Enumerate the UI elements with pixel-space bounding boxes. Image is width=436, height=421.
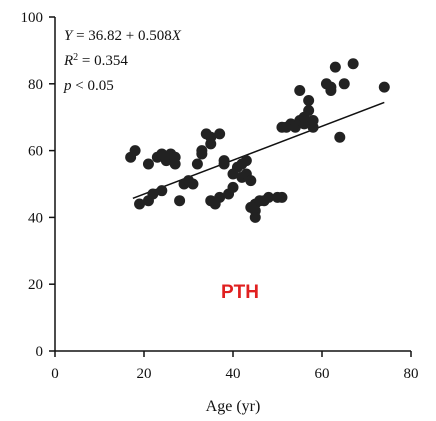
- y-tick-label: 80: [28, 77, 43, 93]
- regression-annotation: Y = 36.82 + 0.508X R2 = 0.354 p < 0.05: [63, 28, 182, 94]
- data-point: [249, 211, 261, 223]
- data-point: [169, 151, 181, 163]
- data-point: [214, 128, 226, 140]
- x-tick-label: 60: [315, 366, 330, 382]
- r-squared-text: R2 = 0.354: [63, 52, 128, 70]
- r-squared-superscript: 2: [73, 52, 78, 63]
- y-tick-label: 100: [21, 10, 44, 26]
- data-point: [174, 195, 186, 207]
- data-point: [142, 158, 154, 170]
- r-squared-symbol: R: [63, 53, 73, 69]
- y-tick-label: 40: [28, 210, 43, 226]
- data-point: [307, 115, 319, 127]
- data-point: [245, 175, 257, 187]
- data-point: [129, 145, 141, 157]
- equation-rhs: = 36.82 + 0.508: [72, 28, 171, 44]
- x-ticks: 0 20 40 60 80: [51, 351, 419, 382]
- data-point: [338, 78, 350, 90]
- data-point: [191, 158, 203, 170]
- data-point: [240, 155, 252, 167]
- x-tick-label: 20: [137, 366, 152, 382]
- data-point: [263, 191, 275, 203]
- data-point: [214, 191, 226, 203]
- x-tick-label: 40: [226, 366, 241, 382]
- data-point: [303, 95, 315, 106]
- r-squared-value: = 0.354: [78, 53, 128, 69]
- p-symbol: p: [63, 78, 72, 94]
- data-point: [134, 198, 146, 210]
- p-value-text: p < 0.05: [63, 78, 114, 94]
- data-point: [196, 145, 208, 157]
- equation-text: Y = 36.82 + 0.508X: [64, 28, 182, 44]
- data-point: [378, 81, 390, 93]
- y-tick-label: 60: [28, 144, 43, 160]
- regression-line: [132, 101, 385, 200]
- data-point: [329, 61, 341, 73]
- data-point: [147, 188, 159, 200]
- y-ticks: 0 20 40 60 80 100: [21, 10, 55, 360]
- data-point: [156, 185, 168, 197]
- data-points: [125, 58, 390, 223]
- data-point: [303, 105, 315, 117]
- data-point: [218, 158, 230, 170]
- x-tick-label: 80: [404, 366, 419, 382]
- equation-var: X: [171, 28, 182, 44]
- data-point: [294, 84, 306, 96]
- data-point: [334, 131, 346, 143]
- data-point: [205, 131, 217, 143]
- data-point: [325, 81, 337, 93]
- data-point: [347, 58, 359, 70]
- data-point: [187, 178, 199, 190]
- x-axis-title: Age (yr): [206, 398, 261, 415]
- data-point: [227, 181, 239, 193]
- x-tick-label: 0: [51, 366, 59, 382]
- y-tick-label: 0: [36, 344, 44, 360]
- data-point: [276, 191, 288, 203]
- p-value: < 0.05: [72, 78, 114, 94]
- panel-label: PTH: [221, 282, 259, 303]
- y-tick-label: 20: [28, 277, 43, 293]
- equation-lhs: Y: [64, 28, 74, 44]
